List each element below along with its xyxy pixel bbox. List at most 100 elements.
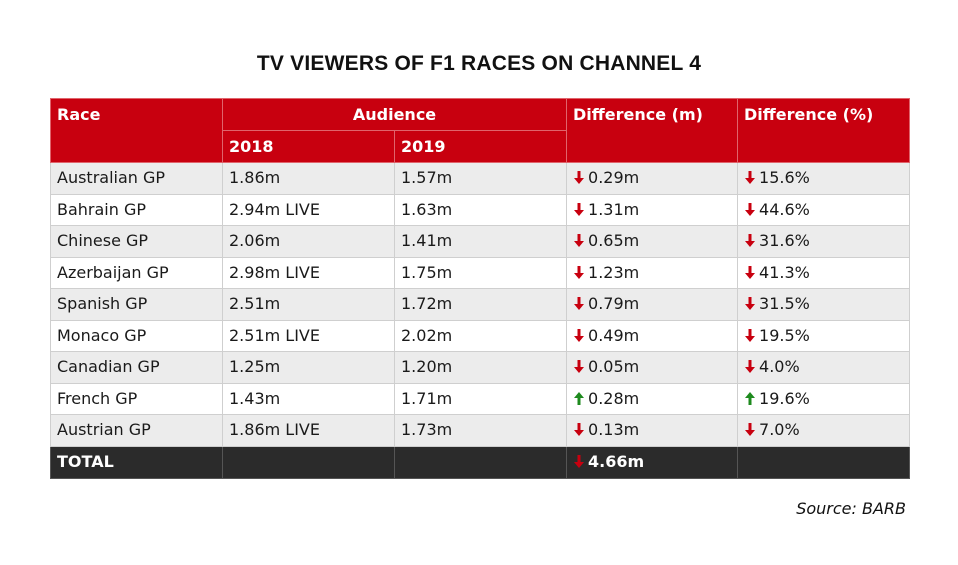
difference-m-cell: 0.28m bbox=[566, 382, 739, 415]
table-row: French GP 1.43m 1.71m 0.28m 19.6% bbox=[50, 382, 911, 415]
arrow-down-icon bbox=[744, 359, 756, 374]
difference-m-value: 0.28m bbox=[588, 388, 640, 408]
difference-m-cell: 0.79m bbox=[566, 288, 739, 321]
header-audience: Audience bbox=[221, 98, 568, 131]
arrow-down-icon bbox=[573, 454, 585, 468]
viewers-table: Race Audience Difference (m) Difference … bbox=[50, 98, 911, 479]
arrow-down-icon bbox=[573, 422, 585, 437]
race-cell: Azerbaijan GP bbox=[50, 256, 223, 289]
difference-pct-value: 31.6% bbox=[759, 231, 810, 251]
table-row: Chinese GP 2.06m 1.41m 0.65m 31.6% bbox=[50, 225, 911, 258]
difference-m-value: 0.05m bbox=[588, 357, 640, 377]
difference-pct-cell: 7.0% bbox=[737, 414, 911, 447]
arrow-down-icon bbox=[573, 296, 585, 311]
difference-m-value: 1.31m bbox=[588, 199, 640, 219]
arrow-down-icon bbox=[744, 170, 756, 185]
header-difference-m: Difference (m) bbox=[566, 98, 739, 163]
race-cell: Austrian GP bbox=[50, 414, 223, 447]
audience-2019-cell: 1.57m bbox=[393, 162, 568, 195]
difference-pct-value: 4.0% bbox=[759, 357, 800, 377]
arrow-down-icon bbox=[744, 202, 756, 216]
difference-m-cell: 0.05m bbox=[566, 351, 739, 384]
difference-pct-cell: 19.5% bbox=[737, 319, 911, 352]
arrow-up-icon bbox=[573, 391, 585, 405]
audience-2019-cell bbox=[393, 445, 568, 479]
difference-pct-cell: 31.5% bbox=[737, 288, 911, 321]
race-cell: Chinese GP bbox=[50, 225, 223, 258]
difference-m-value: 0.13m bbox=[588, 420, 640, 440]
arrow-down-icon bbox=[744, 328, 756, 342]
arrow-down-icon bbox=[573, 359, 585, 374]
race-cell: Australian GP bbox=[50, 162, 223, 195]
difference-pct-value: 7.0% bbox=[759, 420, 800, 440]
race-cell: Bahrain GP bbox=[50, 193, 223, 226]
arrow-down-icon bbox=[573, 265, 585, 279]
header-race: Race bbox=[50, 98, 223, 163]
difference-pct-cell: 44.6% bbox=[737, 193, 911, 226]
arrow-down-icon bbox=[744, 422, 756, 437]
arrow-down-icon bbox=[744, 265, 756, 279]
audience-2018-cell: 2.98m LIVE bbox=[222, 256, 395, 289]
arrow-down-icon bbox=[744, 233, 756, 248]
header-difference-pct: Difference (%) bbox=[737, 98, 911, 163]
difference-m-cell: 1.23m bbox=[566, 256, 739, 289]
table-row: Australian GP 1.86m 1.57m 0.29m 15.6% bbox=[50, 162, 911, 195]
audience-2019-cell: 2.02m bbox=[393, 319, 568, 352]
difference-pct-cell: 19.6% bbox=[737, 382, 911, 415]
header-2019: 2019 bbox=[393, 130, 568, 163]
race-cell: Monaco GP bbox=[50, 319, 223, 352]
difference-pct-value: 44.6% bbox=[759, 199, 810, 219]
table-row: Bahrain GP 2.94m LIVE 1.63m 1.31m 44.6% bbox=[50, 193, 911, 226]
difference-m-cell: 0.65m bbox=[566, 225, 739, 258]
total-row: TOTAL 4.66m bbox=[50, 445, 911, 479]
audience-2018-cell: 2.06m bbox=[222, 225, 395, 258]
difference-m-value: 0.79m bbox=[588, 294, 640, 314]
difference-m-value: 1.23m bbox=[588, 262, 640, 282]
audience-2019-cell: 1.71m bbox=[393, 382, 568, 415]
race-cell: TOTAL bbox=[50, 445, 223, 479]
table-row: Spanish GP 2.51m 1.72m 0.79m 31.5% bbox=[50, 288, 911, 321]
difference-m-cell: 4.66m bbox=[566, 445, 739, 479]
audience-2018-cell: 2.51m bbox=[222, 288, 395, 321]
audience-2018-cell: 2.51m LIVE bbox=[222, 319, 395, 352]
header-2018: 2018 bbox=[222, 130, 395, 163]
audience-2019-cell: 1.73m bbox=[393, 414, 568, 447]
arrow-up-icon bbox=[744, 391, 756, 405]
audience-2018-cell: 1.43m bbox=[222, 382, 395, 415]
difference-pct-cell: 15.6% bbox=[737, 162, 911, 195]
arrow-down-icon bbox=[573, 328, 585, 342]
race-cell: Spanish GP bbox=[50, 288, 223, 321]
difference-pct-value: 31.5% bbox=[759, 294, 810, 314]
arrow-down-icon bbox=[744, 296, 756, 311]
table-row: Monaco GP 2.51m LIVE 2.02m 0.49m 19.5% bbox=[50, 319, 911, 352]
difference-pct-value: 41.3% bbox=[759, 262, 810, 282]
table-row: Austrian GP 1.86m LIVE 1.73m 0.13m 7.0% bbox=[50, 414, 911, 447]
page-title: TV VIEWERS OF F1 RACES ON CHANNEL 4 bbox=[256, 52, 702, 75]
difference-pct-cell: 31.6% bbox=[737, 225, 911, 258]
difference-m-cell: 1.31m bbox=[566, 193, 739, 226]
audience-2018-cell bbox=[222, 445, 395, 479]
difference-m-value: 0.65m bbox=[588, 231, 640, 251]
table-row: Azerbaijan GP 2.98m LIVE 1.75m 1.23m 41.… bbox=[50, 256, 911, 289]
difference-pct-cell: 4.0% bbox=[737, 351, 911, 384]
difference-pct-value: 19.6% bbox=[759, 388, 810, 408]
difference-pct-value: 19.5% bbox=[759, 325, 810, 345]
audience-2018-cell: 2.94m LIVE bbox=[222, 193, 395, 226]
audience-2019-cell: 1.20m bbox=[393, 351, 568, 384]
difference-m-value: 0.49m bbox=[588, 325, 640, 345]
difference-m-value: 4.66m bbox=[588, 452, 645, 471]
audience-2019-cell: 1.63m bbox=[393, 193, 568, 226]
difference-m-value: 0.29m bbox=[588, 168, 640, 188]
race-cell: French GP bbox=[50, 382, 223, 415]
difference-pct-value: 15.6% bbox=[759, 168, 810, 188]
arrow-down-icon bbox=[573, 170, 585, 185]
audience-2019-cell: 1.41m bbox=[393, 225, 568, 258]
audience-2019-cell: 1.75m bbox=[393, 256, 568, 289]
race-cell: Canadian GP bbox=[50, 351, 223, 384]
source-note: Source: BARB bbox=[796, 499, 906, 518]
audience-2018-cell: 1.86m bbox=[222, 162, 395, 195]
audience-2018-cell: 1.86m LIVE bbox=[222, 414, 395, 447]
arrow-down-icon bbox=[573, 202, 585, 216]
difference-pct-cell bbox=[737, 445, 911, 479]
audience-2018-cell: 1.25m bbox=[222, 351, 395, 384]
